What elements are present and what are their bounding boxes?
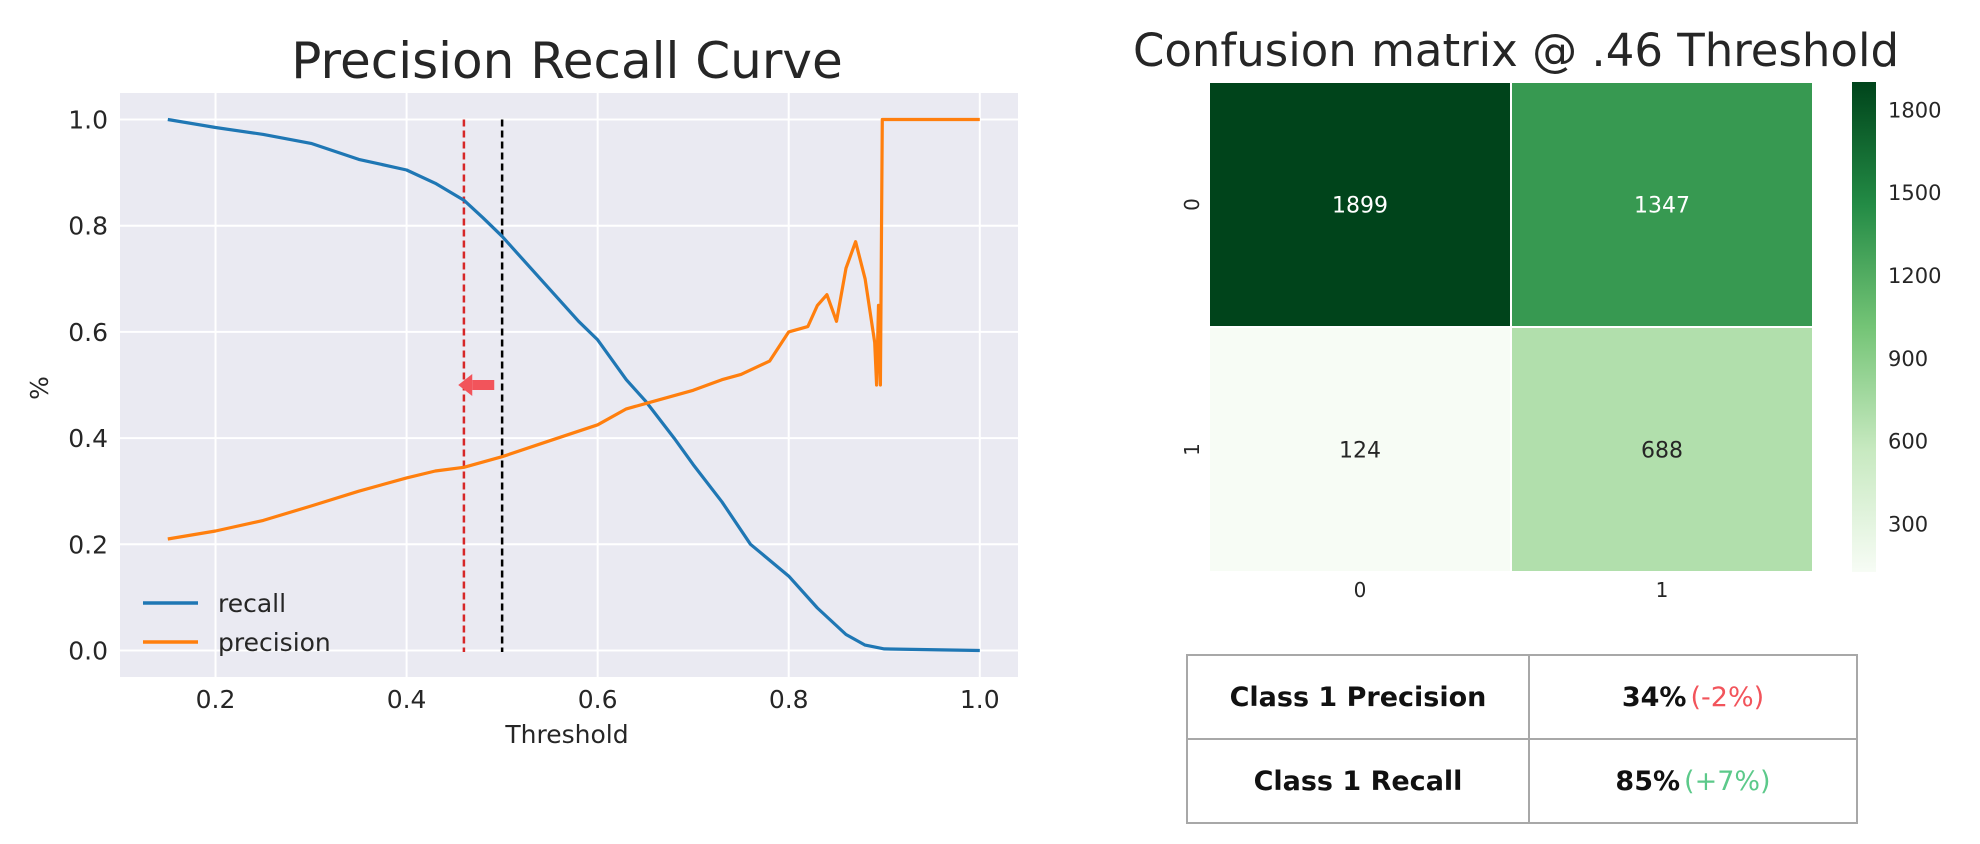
pr-y-tick-label: 1.0 bbox=[68, 106, 108, 135]
arrow-head bbox=[458, 374, 473, 396]
cm-colorbar-tick-label: 1200 bbox=[1888, 264, 1941, 288]
pr-y-tick-label: 0.0 bbox=[68, 636, 108, 665]
metric-value-recall: 85% (+7%) bbox=[1528, 738, 1858, 824]
arrow-shaft bbox=[472, 380, 495, 390]
precision-line bbox=[167, 117, 980, 541]
cm-row-label: 0 bbox=[1180, 198, 1204, 211]
metrics-table: Class 1 Precision 34% (-2%) Class 1 Recal… bbox=[1186, 654, 1858, 824]
metric-delta-recall: (+7%) bbox=[1684, 765, 1771, 797]
legend-label-precision: precision bbox=[218, 628, 331, 657]
cm-cells: 1899 1347 124 688 bbox=[1208, 81, 1814, 573]
pr-x-tick-label: 0.2 bbox=[196, 685, 236, 714]
pr-y-tick-labels: 0.0 0.2 0.4 0.6 0.8 1.0 bbox=[68, 106, 108, 666]
metric-label-precision: Class 1 Precision bbox=[1186, 654, 1530, 740]
pr-y-axis-label: % bbox=[25, 376, 54, 400]
pr-chart-title: Precision Recall Curve bbox=[291, 32, 843, 90]
cm-colorbar-tick-label: 1800 bbox=[1888, 98, 1941, 122]
pr-x-tick-label: 0.6 bbox=[578, 685, 618, 714]
legend-label-recall: recall bbox=[218, 589, 286, 618]
pr-x-tick-label: 1.0 bbox=[960, 685, 1000, 714]
pr-series-lines bbox=[167, 117, 980, 653]
left-arrow-icon bbox=[458, 374, 495, 396]
cm-colorbar-tick-label: 600 bbox=[1888, 430, 1928, 454]
confusion-matrix-chart: Confusion matrix @ .46 Threshold 1899 134… bbox=[1133, 24, 1941, 602]
pr-y-tick-label: 0.8 bbox=[68, 212, 108, 241]
pr-legend: recall precision bbox=[143, 589, 331, 657]
cm-row-labels: 01 bbox=[1180, 198, 1204, 456]
pr-grid bbox=[120, 93, 1018, 677]
metrics-row-recall: Class 1 Recall 85% (+7%) bbox=[1186, 738, 1858, 824]
cm-colorbar bbox=[1852, 82, 1876, 572]
pr-plot-area bbox=[120, 93, 1018, 677]
cm-colorbar-ticks: 1800 1500 1200 900 600 300 bbox=[1888, 98, 1941, 536]
cm-col-label: 1 bbox=[1656, 578, 1669, 602]
pr-x-tick-label: 0.8 bbox=[769, 685, 809, 714]
cm-row-label: 1 bbox=[1180, 443, 1204, 456]
cm-colorbar-tick-label: 1500 bbox=[1888, 181, 1941, 205]
metric-number-recall: 85% bbox=[1615, 765, 1681, 797]
recall-line bbox=[167, 117, 980, 653]
pr-x-tick-label: 0.4 bbox=[387, 685, 427, 714]
precision-recall-chart: Precision Recall Curve 0.2 0.4 0.6 0.8 1.0 0… bbox=[25, 32, 1018, 749]
cm-cell-value: 688 bbox=[1641, 439, 1683, 464]
cm-cell-value: 124 bbox=[1339, 439, 1381, 464]
metric-number-precision: 34% bbox=[1621, 681, 1687, 713]
pr-x-tick-labels: 0.2 0.4 0.6 0.8 1.0 bbox=[196, 685, 1000, 714]
cm-colorbar-tick-label: 900 bbox=[1888, 347, 1928, 371]
cm-chart-title: Confusion matrix @ .46 Threshold bbox=[1133, 24, 1899, 77]
cm-cell-value: 1347 bbox=[1634, 194, 1690, 219]
metric-delta-precision: (-2%) bbox=[1690, 681, 1765, 713]
cm-col-label: 0 bbox=[1354, 578, 1367, 602]
metrics-row-precision: Class 1 Precision 34% (-2%) bbox=[1186, 654, 1858, 740]
pr-y-tick-label: 0.4 bbox=[68, 424, 108, 453]
cm-cell bbox=[1208, 326, 1512, 573]
pr-y-tick-label: 0.2 bbox=[68, 530, 108, 559]
cm-colorbar-tick-label: 300 bbox=[1888, 512, 1928, 536]
metric-label-recall: Class 1 Recall bbox=[1186, 738, 1530, 824]
cm-cell bbox=[1510, 81, 1814, 328]
pr-y-tick-label: 0.6 bbox=[68, 318, 108, 347]
cm-cell bbox=[1510, 326, 1814, 573]
pr-x-axis-label: Threshold bbox=[504, 720, 628, 749]
metric-value-precision: 34% (-2%) bbox=[1528, 654, 1858, 740]
cm-cell-value: 1899 bbox=[1332, 194, 1388, 219]
